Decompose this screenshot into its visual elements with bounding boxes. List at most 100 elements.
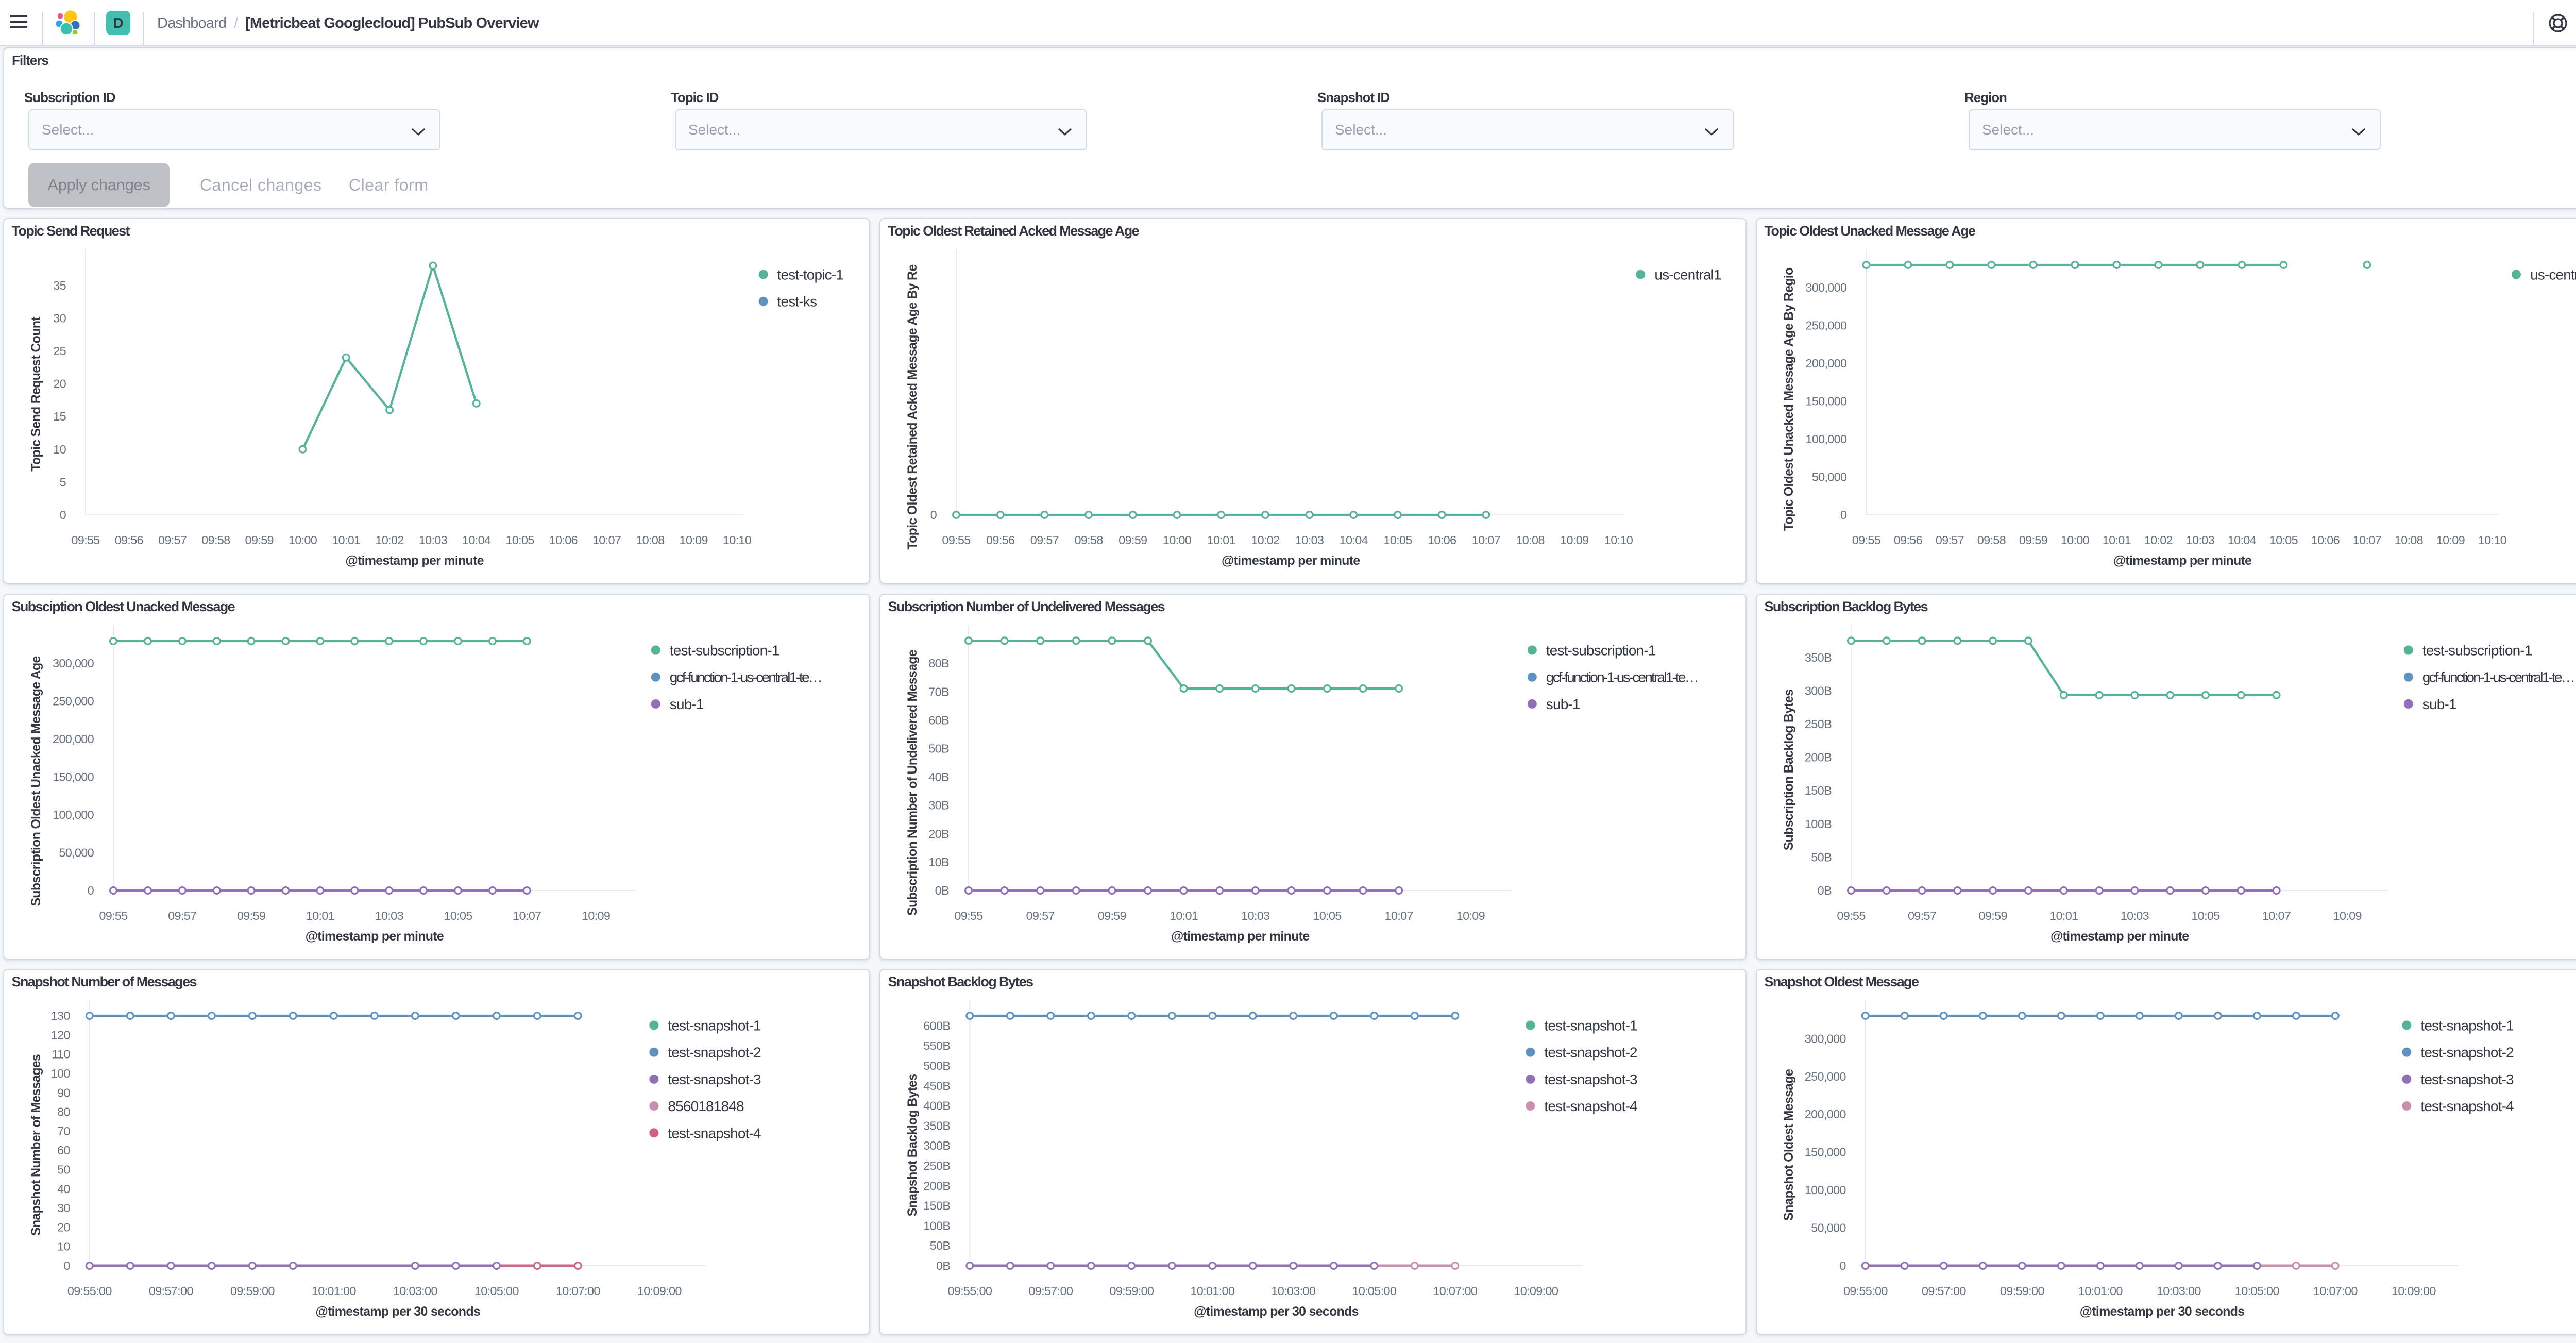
svg-text:10:04: 10:04 bbox=[462, 533, 491, 547]
svg-text:test-subscription-1: test-subscription-1 bbox=[2422, 643, 2532, 659]
svg-text:10:09:00: 10:09:00 bbox=[637, 1284, 682, 1298]
svg-text:0B: 0B bbox=[936, 1259, 950, 1272]
svg-text:test-snapshot-1: test-snapshot-1 bbox=[668, 1018, 761, 1034]
svg-text:10:03: 10:03 bbox=[1295, 533, 1324, 547]
svg-text:20B: 20B bbox=[928, 827, 949, 841]
svg-text:0: 0 bbox=[1840, 508, 1847, 522]
svg-text:Snapshot Number of Messages: Snapshot Number of Messages bbox=[29, 1054, 43, 1236]
svg-text:50: 50 bbox=[57, 1163, 70, 1177]
svg-text:10:09: 10:09 bbox=[680, 533, 708, 547]
svg-text:10:09: 10:09 bbox=[1456, 909, 1485, 922]
svg-text:10:03:00: 10:03:00 bbox=[1271, 1284, 1315, 1298]
svg-text:Snapshot Oldest Message: Snapshot Oldest Message bbox=[1765, 974, 1919, 989]
svg-text:@timestamp per minute: @timestamp per minute bbox=[1222, 553, 1360, 568]
svg-text:0: 0 bbox=[930, 508, 937, 522]
svg-text:10:01:00: 10:01:00 bbox=[2078, 1284, 2123, 1298]
svg-text:10:06: 10:06 bbox=[1428, 533, 1456, 547]
svg-text:10:09:00: 10:09:00 bbox=[1514, 1284, 1558, 1298]
svg-text:10:00: 10:00 bbox=[1163, 533, 1192, 547]
svg-text:@timestamp per 30 seconds: @timestamp per 30 seconds bbox=[315, 1304, 480, 1319]
svg-text:09:57: 09:57 bbox=[1026, 909, 1055, 922]
svg-text:test-topic-1: test-topic-1 bbox=[777, 267, 844, 283]
svg-text:10:07:00: 10:07:00 bbox=[556, 1284, 600, 1298]
svg-text:@timestamp per minute: @timestamp per minute bbox=[306, 929, 444, 944]
svg-text:10:07: 10:07 bbox=[2262, 909, 2291, 922]
svg-text:Subscription Number of Undeliv: Subscription Number of Undelivered Messa… bbox=[905, 649, 920, 916]
svg-text:10:09: 10:09 bbox=[582, 909, 610, 922]
svg-text:09:55: 09:55 bbox=[954, 909, 983, 922]
svg-text:10:05: 10:05 bbox=[444, 909, 472, 922]
svg-text:09:58: 09:58 bbox=[1074, 533, 1103, 547]
svg-text:120: 120 bbox=[51, 1028, 71, 1042]
svg-text:test-subscription-1: test-subscription-1 bbox=[670, 643, 779, 659]
svg-text:10:02: 10:02 bbox=[1251, 533, 1279, 547]
svg-text:Subscription Number of Undeliv: Subscription Number of Undelivered Messa… bbox=[888, 599, 1165, 614]
svg-text:Snapshot Number of Messages: Snapshot Number of Messages bbox=[12, 974, 197, 989]
svg-text:10:07: 10:07 bbox=[1385, 909, 1413, 922]
svg-text:10:07: 10:07 bbox=[592, 533, 621, 547]
svg-text:10:09:00: 10:09:00 bbox=[2392, 1284, 2436, 1298]
svg-text:09:57: 09:57 bbox=[168, 909, 196, 922]
svg-text:20: 20 bbox=[57, 1220, 70, 1234]
svg-text:10:04: 10:04 bbox=[1340, 533, 1368, 547]
svg-text:250B: 250B bbox=[923, 1159, 950, 1172]
svg-text:10:08: 10:08 bbox=[2395, 533, 2424, 547]
svg-text:600B: 600B bbox=[923, 1019, 950, 1032]
svg-text:@timestamp per 30 seconds: @timestamp per 30 seconds bbox=[1194, 1304, 1359, 1319]
svg-text:10:05: 10:05 bbox=[505, 533, 534, 547]
svg-text:10:02: 10:02 bbox=[375, 533, 403, 547]
svg-text:09:57: 09:57 bbox=[1030, 533, 1059, 547]
svg-text:60: 60 bbox=[57, 1144, 70, 1157]
svg-text:10:03: 10:03 bbox=[2121, 909, 2149, 922]
svg-text:09:55: 09:55 bbox=[1852, 533, 1881, 547]
svg-text:0: 0 bbox=[88, 884, 94, 897]
svg-text:Snapshot Backlog Bytes: Snapshot Backlog Bytes bbox=[905, 1074, 920, 1217]
svg-text:@timestamp per minute: @timestamp per minute bbox=[1171, 929, 1310, 944]
svg-text:10:09: 10:09 bbox=[2333, 909, 2362, 922]
svg-text:10:05: 10:05 bbox=[1383, 533, 1412, 547]
svg-text:10:01: 10:01 bbox=[2049, 909, 2078, 922]
svg-text:Topic Send Request Count: Topic Send Request Count bbox=[29, 316, 43, 472]
svg-text:50B: 50B bbox=[928, 742, 949, 756]
svg-text:10:07:00: 10:07:00 bbox=[1433, 1284, 1477, 1298]
svg-text:sub-1: sub-1 bbox=[1546, 696, 1580, 712]
svg-text:10:07:00: 10:07:00 bbox=[2313, 1284, 2358, 1298]
svg-text:09:59:00: 09:59:00 bbox=[2000, 1284, 2044, 1298]
svg-text:Subscription Oldest Unacked Me: Subscription Oldest Unacked Message Age bbox=[29, 656, 43, 906]
svg-text:10:00: 10:00 bbox=[289, 533, 317, 547]
svg-text:30: 30 bbox=[57, 1201, 70, 1215]
svg-text:10:09: 10:09 bbox=[2436, 533, 2465, 547]
svg-text:09:56: 09:56 bbox=[1894, 533, 1923, 547]
svg-text:09:55:00: 09:55:00 bbox=[1843, 1284, 1888, 1298]
svg-text:09:59: 09:59 bbox=[1098, 909, 1126, 922]
svg-text:09:56: 09:56 bbox=[115, 533, 144, 547]
svg-text:09:57: 09:57 bbox=[158, 533, 187, 547]
svg-text:10:08: 10:08 bbox=[1516, 533, 1545, 547]
svg-text:500B: 500B bbox=[923, 1059, 950, 1072]
svg-text:100B: 100B bbox=[923, 1219, 950, 1232]
svg-text:10:03: 10:03 bbox=[419, 533, 448, 547]
svg-text:5: 5 bbox=[60, 475, 66, 489]
svg-text:200B: 200B bbox=[1805, 751, 1832, 764]
svg-text:10:01:00: 10:01:00 bbox=[1190, 1284, 1234, 1298]
svg-text:09:58: 09:58 bbox=[201, 533, 230, 547]
svg-text:0: 0 bbox=[1839, 1259, 1846, 1272]
svg-text:09:55: 09:55 bbox=[942, 533, 971, 547]
svg-text:10:01: 10:01 bbox=[306, 909, 334, 922]
svg-text:100,000: 100,000 bbox=[53, 808, 94, 821]
svg-text:100B: 100B bbox=[1805, 817, 1832, 831]
svg-text:10:07: 10:07 bbox=[513, 909, 541, 922]
svg-text:150B: 150B bbox=[1805, 784, 1832, 797]
svg-text:10: 10 bbox=[57, 1240, 70, 1253]
svg-text:200,000: 200,000 bbox=[53, 732, 94, 746]
svg-text:350B: 350B bbox=[1805, 651, 1832, 664]
svg-text:Topic Oldest Unacked Message A: Topic Oldest Unacked Message Age By Regi… bbox=[1782, 267, 1796, 531]
svg-text:09:55: 09:55 bbox=[99, 909, 128, 922]
svg-text:Subsciption Oldest Unacked Mes: Subsciption Oldest Unacked Message bbox=[12, 599, 235, 614]
svg-text:test-snapshot-1: test-snapshot-1 bbox=[1544, 1018, 1637, 1034]
svg-text:10:04: 10:04 bbox=[2228, 533, 2257, 547]
svg-text:09:56: 09:56 bbox=[986, 533, 1015, 547]
svg-text:300,000: 300,000 bbox=[1805, 281, 1847, 294]
svg-text:200B: 200B bbox=[923, 1179, 950, 1193]
svg-text:15: 15 bbox=[53, 410, 66, 423]
